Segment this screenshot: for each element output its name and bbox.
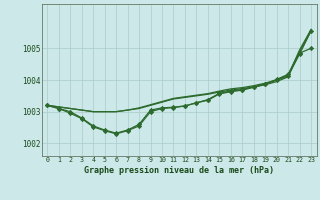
X-axis label: Graphe pression niveau de la mer (hPa): Graphe pression niveau de la mer (hPa) — [84, 166, 274, 175]
